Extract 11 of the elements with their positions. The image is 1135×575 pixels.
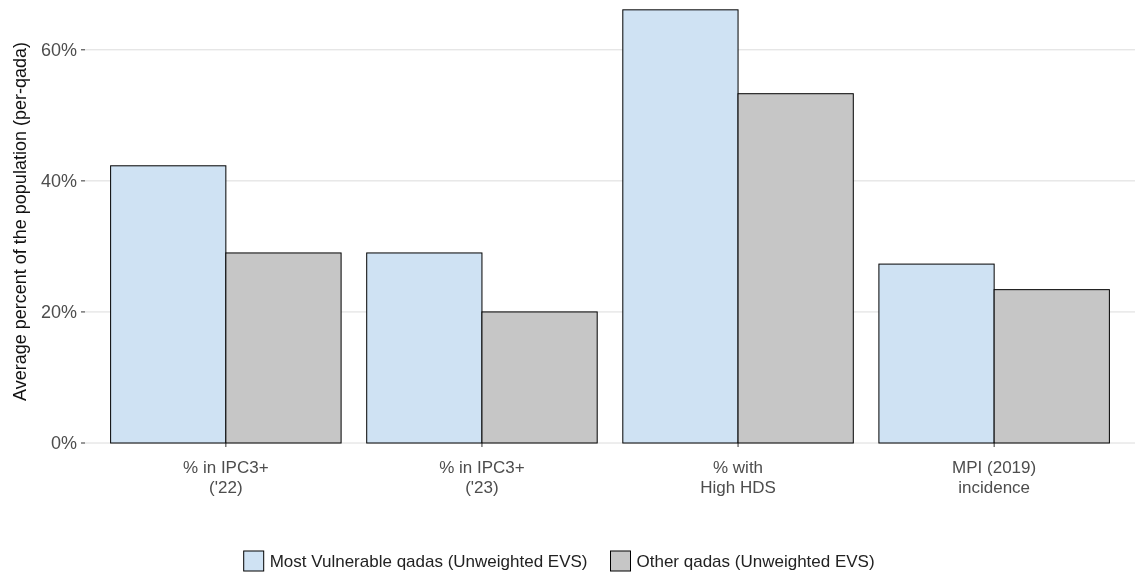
y-tick-label: 20% [40,302,77,323]
y-axis-title: Average percent of the population (per-qada) [10,42,30,401]
y-tick-label: 0% [50,433,77,454]
x-tick-label: % with High HDS [700,458,776,497]
x-tick-label: % in IPC3+ ('22) [183,458,269,497]
x-tick-label: MPI (2019) incidence [952,458,1037,497]
x-tick-label: % in IPC3+ ('23) [439,458,525,497]
y-tick-label: 60% [40,40,77,61]
y-tick-label: 40% [40,171,77,192]
legend-label: Most Vulnerable qadas (Unweighted EVS) [269,552,588,571]
legend-label: Other qadas (Unweighted EVS) [636,552,875,571]
